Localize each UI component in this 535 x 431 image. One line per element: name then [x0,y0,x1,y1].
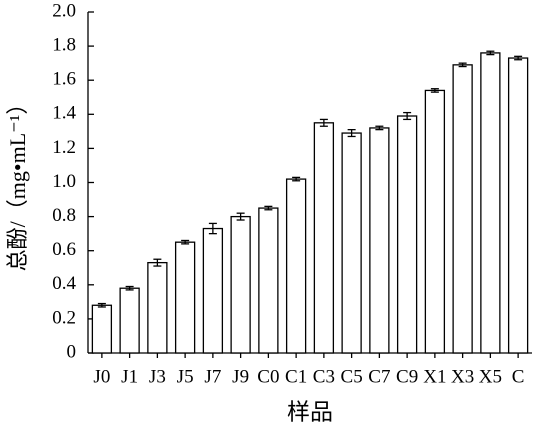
y-tick-label: 0.4 [52,273,76,294]
y-tick-label: 1.8 [52,34,76,55]
error-bar [486,50,495,56]
bar [480,52,501,354]
x-tick-label: C9 [396,366,418,387]
y-tick-label: 0.2 [52,307,76,328]
x-tick-label: X1 [423,366,446,387]
x-tick-label: X3 [451,366,474,387]
y-tick-label: 2.0 [52,0,76,21]
error-bar [264,205,273,211]
x-tick-label: J5 [177,366,194,387]
error-bar [458,62,467,68]
x-tick-label: C1 [285,366,307,387]
bar [91,304,113,354]
y-tick-label: 1.2 [52,137,76,158]
y-tick-label: 1.6 [52,69,76,90]
bar [313,122,335,354]
x-tick-label: C [512,366,525,387]
x-tick-label: C0 [257,366,279,387]
x-tick-label: J9 [232,366,249,387]
bar [507,57,529,354]
error-bar [153,258,162,267]
error-bar [125,285,134,291]
x-tick-label: C3 [313,366,335,387]
error-bar [375,125,384,131]
error-bar [347,128,356,138]
error-bar [292,176,301,182]
x-tick-label: C7 [368,366,390,387]
y-axis-label: 总酚/（mg•mL⁻¹） [5,93,30,272]
y-tick-label: 0.8 [52,205,76,226]
bar [147,261,168,354]
y-tick-label: 1.0 [52,171,76,192]
y-tick-label: 0.6 [52,239,76,260]
error-bar [319,118,328,127]
bar [174,241,196,354]
bar [285,178,307,354]
bar [369,127,390,354]
bar [258,207,279,354]
bar [341,132,362,354]
y-tick-label: 0 [67,341,77,362]
y-tick-label: 1.4 [52,103,76,124]
error-bar [514,55,523,61]
x-tick-label: X5 [479,366,502,387]
bar [230,215,251,354]
x-tick-label: J0 [93,366,110,387]
bar [452,64,473,354]
bar [202,227,224,354]
error-bar [403,111,412,121]
bar [396,115,418,354]
x-axis-label: 样品 [287,399,333,424]
x-tick-label: C5 [341,366,363,387]
error-bar [181,239,190,245]
error-bar [97,302,106,308]
bar [119,287,140,354]
x-tick-label: J3 [149,366,166,387]
error-bar [236,212,245,221]
error-bar [208,222,217,235]
error-bar [430,88,439,93]
bar [424,89,446,354]
x-tick-label: J7 [204,366,221,387]
x-tick-label: J1 [121,366,138,387]
